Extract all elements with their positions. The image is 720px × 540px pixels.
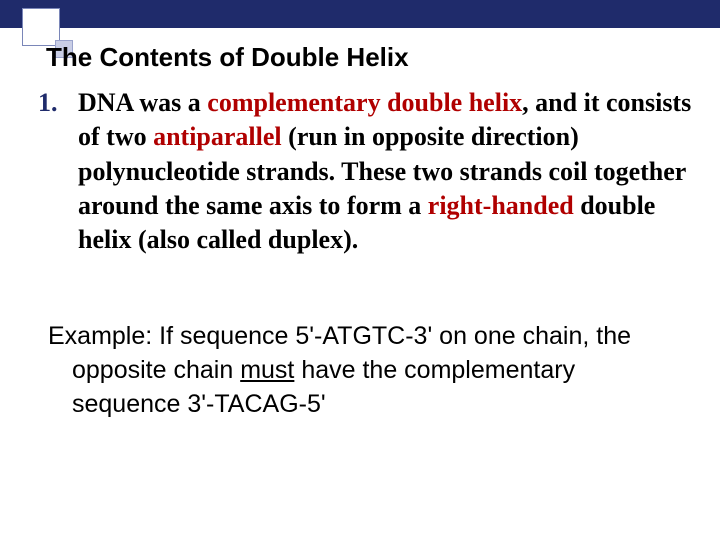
example-block: Example: If sequence 5'-ATGTC-3' on one … <box>48 320 678 421</box>
underlined-text: must <box>240 356 294 384</box>
list-item: 1. DNA was a complementary double helix,… <box>38 86 692 258</box>
slide-title: The Contents of Double Helix <box>46 42 409 73</box>
list-paragraph: DNA was a complementary double helix, an… <box>78 86 692 258</box>
highlight-text: complementary double helix <box>207 88 522 117</box>
highlight-text: right-handed <box>428 191 574 220</box>
example-paragraph: Example: If sequence 5'-ATGTC-3' on one … <box>48 320 678 421</box>
highlight-text: antiparallel <box>153 122 282 151</box>
body-content: 1. DNA was a complementary double helix,… <box>38 86 692 258</box>
top-banner <box>0 0 720 28</box>
text-seg: DNA was a <box>78 88 207 117</box>
list-number: 1. <box>38 86 78 120</box>
